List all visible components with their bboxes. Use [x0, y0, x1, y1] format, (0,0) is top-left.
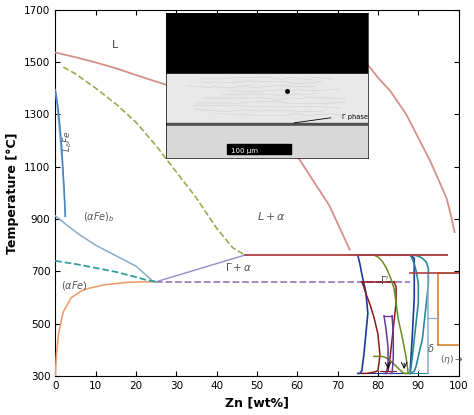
Text: $\mathit{L_{\delta}Fe}$: $\mathit{L_{\delta}Fe}$: [61, 130, 74, 152]
Y-axis label: Temperature [°C]: Temperature [°C]: [6, 132, 18, 254]
Text: $(\alpha Fe)_b$: $(\alpha Fe)_b$: [83, 210, 115, 224]
Text: $(\eta)\rightarrow$: $(\eta)\rightarrow$: [440, 353, 464, 366]
X-axis label: Zn [wt%]: Zn [wt%]: [225, 396, 289, 410]
Text: $\delta$: $\delta$: [427, 342, 435, 354]
Text: L: L: [112, 39, 118, 49]
Text: $L+\alpha$: $L+\alpha$: [257, 210, 286, 222]
Text: $\Gamma'$: $\Gamma'$: [380, 275, 390, 287]
Text: $(\alpha Fe)$: $(\alpha Fe)$: [61, 279, 88, 292]
Text: $\Gamma+\alpha$: $\Gamma+\alpha$: [225, 261, 252, 273]
